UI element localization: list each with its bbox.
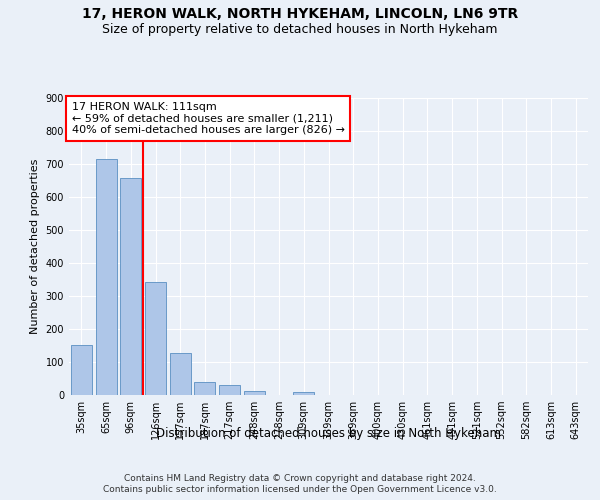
- Bar: [71, 346, 92, 395]
- Text: Contains public sector information licensed under the Open Government Licence v3: Contains public sector information licen…: [103, 485, 497, 494]
- Y-axis label: Number of detached properties: Number of detached properties: [30, 158, 40, 334]
- Bar: [95, 158, 116, 395]
- Bar: [194, 382, 215, 395]
- Text: Size of property relative to detached houses in North Hykeham: Size of property relative to detached ho…: [102, 22, 498, 36]
- Text: Distribution of detached houses by size in North Hykeham: Distribution of detached houses by size …: [156, 428, 502, 440]
- Text: 17, HERON WALK, NORTH HYKEHAM, LINCOLN, LN6 9TR: 17, HERON WALK, NORTH HYKEHAM, LINCOLN, …: [82, 8, 518, 22]
- Bar: [145, 282, 166, 395]
- Bar: [244, 391, 265, 395]
- Text: Contains HM Land Registry data © Crown copyright and database right 2024.: Contains HM Land Registry data © Crown c…: [124, 474, 476, 483]
- Bar: [120, 178, 141, 395]
- Bar: [293, 392, 314, 395]
- Bar: [219, 385, 240, 395]
- Text: 17 HERON WALK: 111sqm
← 59% of detached houses are smaller (1,211)
40% of semi-d: 17 HERON WALK: 111sqm ← 59% of detached …: [71, 102, 344, 135]
- Bar: [170, 352, 191, 395]
